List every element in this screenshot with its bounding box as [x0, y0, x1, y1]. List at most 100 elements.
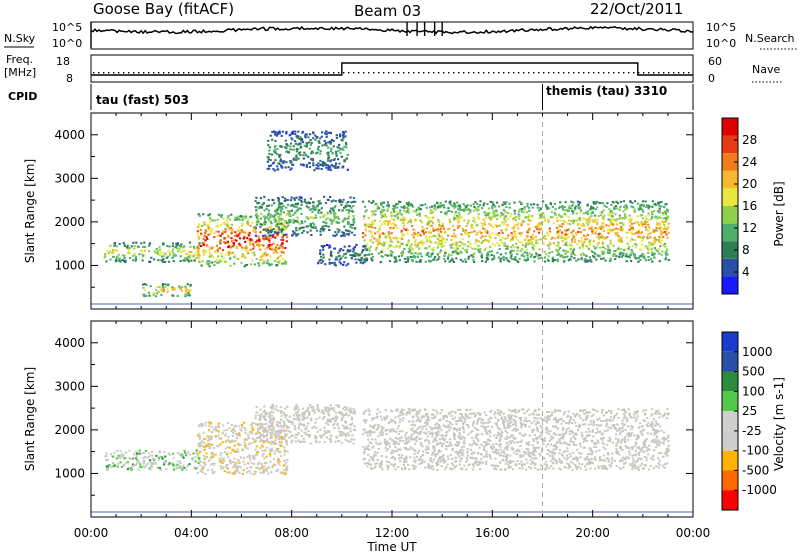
scatter-cell: [543, 256, 546, 259]
scatter-cell: [211, 468, 214, 471]
scatter-cell: [491, 258, 494, 261]
scatter-cell: [345, 146, 348, 149]
scatter-cell: [264, 228, 267, 231]
scatter-cell: [205, 452, 208, 455]
scatter-cell: [279, 209, 282, 212]
scatter-cell: [534, 236, 537, 238]
scatter-cell: [635, 220, 638, 223]
scatter-cell: [334, 167, 337, 169]
beam-title: Beam 03: [354, 2, 421, 20]
scatter-cell: [431, 461, 434, 464]
scatter-cell: [514, 257, 517, 260]
scatter-cell: [239, 443, 242, 446]
scatter-cell: [135, 457, 138, 460]
scatter-cell: [590, 205, 593, 208]
scatter-cell: [135, 463, 138, 466]
scatter-cell: [484, 260, 487, 263]
scatter-cell: [121, 259, 124, 261]
scatter-cell: [536, 239, 539, 241]
scatter-cell: [282, 225, 285, 228]
scatter-cell: [437, 237, 440, 240]
scatter-cell: [113, 245, 116, 247]
scatter-cell: [414, 241, 417, 244]
scatter-cell: [116, 462, 120, 465]
scatter-cell: [117, 253, 120, 256]
scatter-cell: [413, 232, 416, 235]
scatter-cell: [192, 452, 195, 455]
scatter-cell: [296, 136, 299, 139]
scatter-cell: [561, 207, 564, 209]
scatter-cell: [616, 248, 619, 251]
scatter-cell: [415, 245, 418, 248]
nave-dot: [203, 72, 205, 74]
scatter-cell: [476, 231, 479, 234]
scatter-cell: [147, 455, 150, 458]
nave-dot: [308, 72, 310, 74]
scatter-cell: [421, 225, 424, 228]
scatter-cell: [233, 255, 236, 258]
scatter-cell: [329, 219, 332, 222]
scatter-cell: [499, 215, 502, 218]
scatter-cell: [543, 235, 546, 238]
scatter-cell: [175, 242, 178, 245]
scatter-cell: [342, 414, 346, 416]
scatter-cell: [374, 232, 377, 235]
scatter-cell: [168, 245, 171, 248]
scatter-cell: [377, 207, 380, 210]
scatter-cell: [255, 206, 258, 209]
scatter-cell: [284, 233, 287, 236]
scatter-cell: [547, 233, 550, 236]
scatter-cell: [441, 240, 444, 243]
scatter-cell: [198, 242, 201, 245]
scatter-cell: [610, 204, 613, 206]
scatter-cell: [264, 418, 268, 421]
scatter-cell: [231, 230, 234, 233]
scatter-cell: [174, 246, 177, 249]
scatter-cell: [241, 426, 244, 429]
scatter-cell: [351, 210, 354, 213]
scatter-cell: [598, 201, 601, 204]
scatter-cell: [259, 415, 262, 418]
scatter-cell: [276, 468, 279, 471]
scatter-cell: [334, 419, 337, 422]
scatter-cell: [289, 204, 292, 207]
scatter-cell: [367, 216, 370, 219]
scatter-cell: [448, 227, 451, 230]
scatter-cell: [331, 220, 334, 223]
scatter-cell: [655, 227, 658, 230]
scatter-cell: [280, 238, 283, 241]
scatter-cell: [372, 425, 375, 427]
nave-dot: [288, 72, 290, 74]
scatter-cell: [378, 252, 381, 255]
scatter-cell: [449, 454, 452, 457]
scatter-cell: [343, 159, 346, 162]
scatter-cell: [459, 457, 462, 460]
scatter-cell: [322, 248, 325, 251]
scatter-cell: [218, 234, 221, 237]
scatter-cell: [281, 245, 284, 248]
scatter-cell: [335, 404, 338, 407]
scatter-cell: [659, 241, 662, 244]
scatter-cell: [231, 439, 234, 442]
scatter-cell: [272, 458, 275, 460]
scatter-cell: [620, 255, 623, 258]
scatter-cell: [121, 254, 124, 257]
scatter-cell: [179, 245, 183, 248]
scatter-cell: [631, 233, 634, 236]
nave-dot: [368, 72, 370, 74]
scatter-cell: [255, 196, 258, 199]
scatter-cell: [345, 217, 348, 220]
scatter-cell: [329, 254, 332, 257]
scatter-cell: [405, 211, 408, 214]
scatter-cell: [375, 246, 378, 249]
scatter-cell: [501, 232, 504, 234]
scatter-cell: [269, 425, 272, 428]
scatter-cell: [517, 261, 520, 263]
scatter-cell: [244, 215, 248, 218]
scatter-cell: [140, 249, 144, 252]
scatter-cell: [329, 141, 332, 144]
scatter-cell: [586, 260, 590, 263]
scatter-cell: [323, 228, 326, 230]
scatter-cell: [309, 197, 312, 200]
scatter-cell: [460, 446, 463, 449]
